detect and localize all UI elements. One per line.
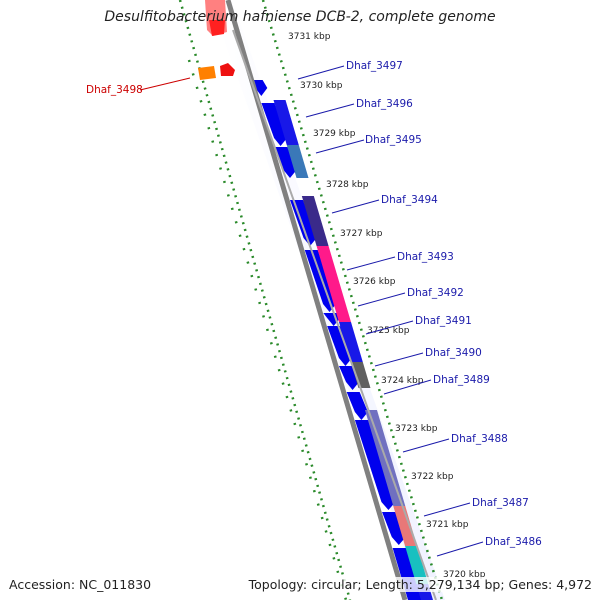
gene-feature-dhaf-3498[interactable]: [198, 66, 216, 80]
gene-label-dhaf-3486[interactable]: Dhaf_3486: [485, 536, 542, 548]
leader-lines: [139, 65, 484, 557]
gene-feature-dhaf-3488[interactable]: [354, 420, 396, 510]
gene-feature-dhaf-3489[interactable]: [346, 392, 368, 420]
genome-backbone-right: [232, 29, 437, 600]
gene-label-dhaf-3491[interactable]: Dhaf_3491: [415, 315, 472, 327]
kbp-label-3730: 3730 kbp: [300, 81, 343, 91]
gene-feature-dhaf-3487[interactable]: [382, 512, 406, 545]
kbp-label-3721: 3721 kbp: [426, 520, 469, 530]
gene-features: [198, 0, 433, 600]
gene-label-dhaf-3487[interactable]: Dhaf_3487: [472, 497, 529, 509]
cog-box-3492[interactable]: [334, 308, 351, 322]
gene-feature-dhaf-3496b[interactable]: [274, 147, 297, 178]
gene-feature-top-red[interactable]: [209, 20, 225, 36]
kbp-label-3728: 3728 kbp: [326, 180, 369, 190]
gene-label-dhaf-3497[interactable]: Dhaf_3497: [346, 60, 403, 72]
genome-summary-text: Topology: circular; Length: 5,279,134 bp…: [248, 577, 592, 592]
cog-box-3495[interactable]: [286, 145, 309, 178]
gene-label-dhaf-3490[interactable]: Dhaf_3490: [425, 347, 482, 359]
kbp-label-3725: 3725 kbp: [367, 326, 410, 336]
outer-dotted-track: [178, 0, 444, 600]
gene-label-dhaf-3489[interactable]: Dhaf_3489: [433, 374, 490, 386]
cog-box-3487[interactable]: [393, 506, 418, 546]
cog-box-3496[interactable]: [273, 100, 299, 145]
cog-box-3494[interactable]: [301, 196, 329, 246]
gene-label-dhaf-3494[interactable]: Dhaf_3494: [381, 194, 438, 206]
kbp-label-3724: 3724 kbp: [381, 376, 424, 386]
kbp-label-3720: 3720 kbp: [443, 570, 486, 580]
gene-label-dhaf-3496[interactable]: Dhaf_3496: [356, 98, 413, 110]
accession-text: Accession: NC_011830: [9, 577, 152, 592]
cog-box-3486[interactable]: [405, 546, 429, 584]
kbp-label-3729: 3729 kbp: [313, 129, 356, 139]
gene-labels: Dhaf_3497 Dhaf_3496 Dhaf_3495 Dhaf_3494 …: [86, 60, 542, 548]
gene-feature-dhaf-3491[interactable]: [327, 326, 352, 366]
page-title: Desulfitobacterium hafniense DCB-2, comp…: [104, 9, 496, 25]
kbp-ticks: 3731 kbp 3730 kbp 3729 kbp 3728 kbp 3727…: [288, 32, 486, 580]
gene-feature-dhaf-3496[interactable]: [261, 103, 288, 146]
inner-dotted-track: [187, 59, 348, 600]
kbp-label-3731: 3731 kbp: [288, 32, 331, 42]
kbp-label-3726: 3726 kbp: [353, 277, 396, 287]
gene-label-dhaf-3498[interactable]: Dhaf_3498: [86, 84, 143, 96]
kbp-label-3722: 3722 kbp: [411, 472, 454, 482]
gene-label-dhaf-3492[interactable]: Dhaf_3492: [407, 287, 464, 299]
gene-label-dhaf-3493[interactable]: Dhaf_3493: [397, 251, 454, 263]
gene-feature-dhaf-3498-red[interactable]: [220, 63, 235, 76]
kbp-label-3727: 3727 kbp: [340, 229, 383, 239]
kbp-label-3723: 3723 kbp: [395, 424, 438, 434]
cog-box-3491[interactable]: [338, 322, 363, 362]
cog-box-3490[interactable]: [350, 362, 371, 388]
gene-label-dhaf-3495[interactable]: Dhaf_3495: [365, 134, 422, 146]
gene-label-dhaf-3488[interactable]: Dhaf_3488: [451, 433, 508, 445]
cog-box-3493[interactable]: [316, 246, 347, 308]
